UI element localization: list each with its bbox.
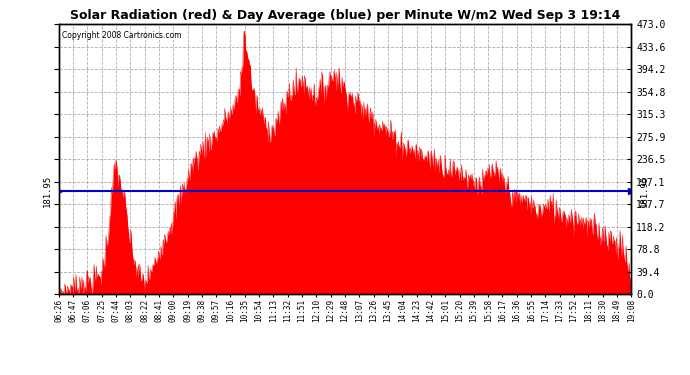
Text: Solar Radiation (red) & Day Average (blue) per Minute W/m2 Wed Sep 3 19:14: Solar Radiation (red) & Day Average (blu… [70, 9, 620, 22]
Text: 181.95: 181.95 [43, 174, 52, 207]
Text: 181.95: 181.95 [640, 174, 649, 207]
Text: Copyright 2008 Cartronics.com: Copyright 2008 Cartronics.com [61, 31, 181, 40]
